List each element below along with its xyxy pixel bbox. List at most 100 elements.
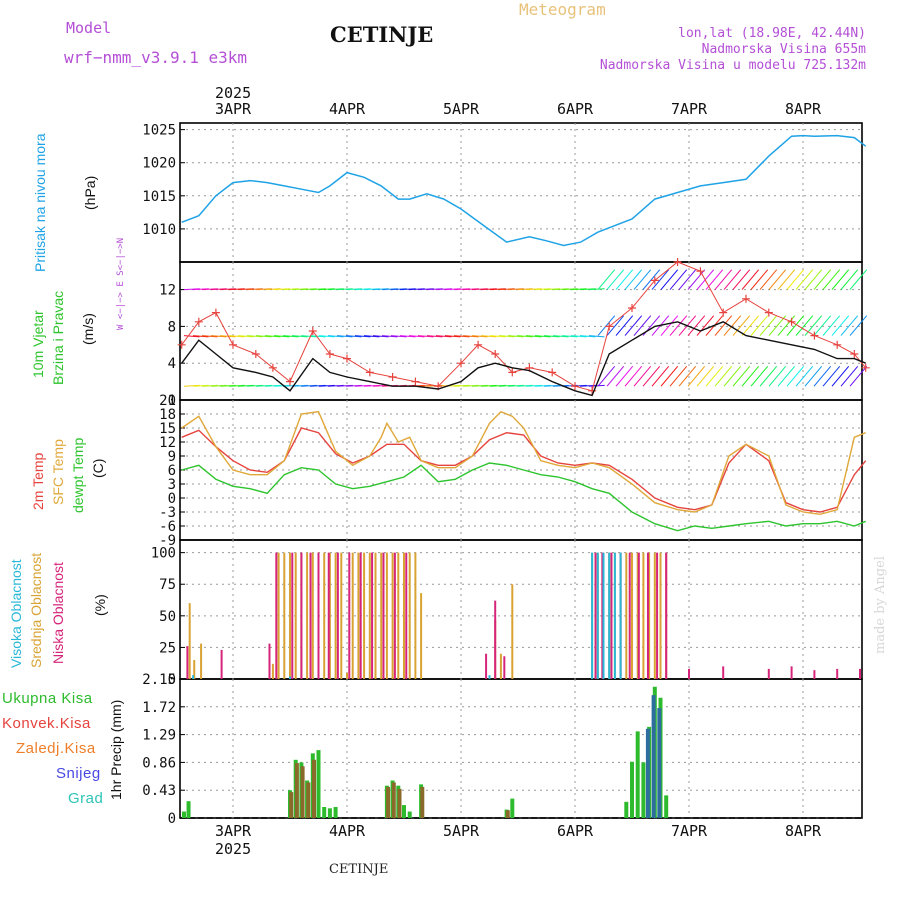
day-label-bottom: 7APR: [671, 822, 708, 840]
wind-barb: [651, 269, 670, 290]
wind-barb: [786, 269, 805, 290]
ytick-label: 1020: [142, 156, 176, 172]
ytick-label: 50: [159, 609, 176, 625]
gust-marker: [211, 308, 220, 317]
wind-barb: [543, 335, 560, 338]
wind-barb: [462, 335, 479, 338]
wind-barb: [795, 269, 814, 290]
wind-barb: [759, 269, 778, 290]
wind-barb: [615, 269, 634, 290]
day-label-bottom: 4APR: [329, 822, 366, 840]
ytick-label: 0: [168, 811, 176, 827]
wind-barb: [561, 335, 578, 338]
wind-barb: [597, 269, 616, 290]
legend-snow: Snijeg: [56, 765, 101, 782]
ytick-label: 8: [168, 319, 176, 335]
wind-barb: [687, 315, 706, 336]
gust-marker: [251, 350, 260, 358]
wind-barb: [588, 335, 605, 338]
gust-marker: [286, 377, 294, 386]
wind-barb: [390, 335, 407, 338]
ytick-label: 0.43: [142, 783, 176, 799]
wind-barb: [633, 315, 652, 336]
gust-marker: [787, 317, 796, 326]
day-label-top: 8APR: [785, 100, 822, 118]
wind-barb: [534, 335, 551, 338]
ytick-label: 12: [159, 283, 176, 299]
wind-barb: [840, 269, 859, 290]
wind-barb: [750, 315, 769, 336]
wind-barb: [426, 335, 443, 338]
gust-marker: [365, 368, 374, 377]
wind-speed-line: [181, 321, 866, 397]
wind-barb: [660, 315, 679, 336]
wind-barb: [750, 365, 769, 387]
wind-barb: [597, 315, 616, 336]
precip-bar-total: [641, 762, 646, 818]
day-label-top: 6APR: [557, 100, 594, 118]
ytick-label: 1.29: [142, 728, 176, 744]
wind-barb: [246, 335, 263, 338]
gust-marker: [810, 331, 819, 340]
ytick-label: -9: [159, 533, 176, 549]
ytick-label: 1010: [142, 222, 176, 238]
legend-conv-rain: Konvek.Kisa: [2, 715, 91, 732]
day-label-top: 4APR: [329, 100, 366, 118]
wind-barb: [813, 315, 832, 336]
gust-marker: [696, 267, 705, 276]
chart-title: Meteogram: [519, 0, 606, 19]
wind-barb: [822, 365, 841, 387]
ytick-label: 12: [159, 435, 176, 451]
precip-bar-total: [630, 761, 634, 818]
ytick-label: -3: [159, 505, 176, 521]
gust-marker: [571, 382, 579, 391]
precip-bar-total: [635, 731, 640, 818]
gust-marker: [268, 363, 277, 372]
wind-barb: [768, 365, 787, 387]
wind-barb: [732, 315, 751, 336]
footer-station: CETINJE: [329, 862, 389, 877]
gust-marker: [673, 258, 682, 266]
precip-bar-total: [624, 801, 629, 818]
wind-barb: [615, 315, 634, 336]
gust-marker: [508, 368, 517, 377]
day-label-top: 7APR: [671, 100, 708, 118]
wind-barb: [273, 335, 290, 338]
wind-barb: [696, 365, 715, 387]
wind-barb: [804, 365, 823, 387]
wind-barb: [372, 335, 389, 338]
wind-barb: [813, 365, 832, 387]
wind-barb: [705, 365, 724, 387]
wind-barb: [642, 365, 661, 387]
wind-barb: [777, 269, 796, 290]
ytick-label: -6: [159, 519, 176, 535]
wind-barb: [264, 335, 281, 338]
ytick-label: 0.86: [142, 755, 176, 771]
wind-barb: [354, 335, 371, 338]
wind-barb: [669, 269, 688, 290]
precip-bar-total: [322, 807, 327, 818]
ytick-label: 15: [159, 421, 176, 437]
ytick-label: 2.15: [142, 672, 176, 688]
wind-barb: [453, 335, 470, 338]
gust-marker: [605, 322, 614, 331]
model-elevation: Nadmorska Visina u modelu 725.132m: [599, 58, 866, 73]
wind-barb: [831, 365, 850, 387]
wind-barb: [291, 335, 308, 338]
wind-barb: [606, 315, 625, 336]
gust-marker: [491, 350, 500, 358]
wind-barb: [849, 269, 868, 290]
wind-barb: [732, 269, 751, 290]
precip-bar-convective: [300, 766, 305, 818]
gust-marker: [764, 308, 773, 317]
wind-barb: [741, 315, 760, 336]
precip-bar-convective: [386, 786, 391, 818]
wind-barb: [579, 335, 596, 338]
wind-barb: [210, 335, 227, 338]
ytick-label: 18: [159, 407, 176, 423]
wind-barb: [759, 365, 778, 387]
precip-bar-snow: [651, 695, 656, 818]
ytick-label: 1015: [142, 189, 176, 205]
wind-barb: [660, 365, 679, 387]
legend-hail: Grad: [68, 790, 104, 807]
